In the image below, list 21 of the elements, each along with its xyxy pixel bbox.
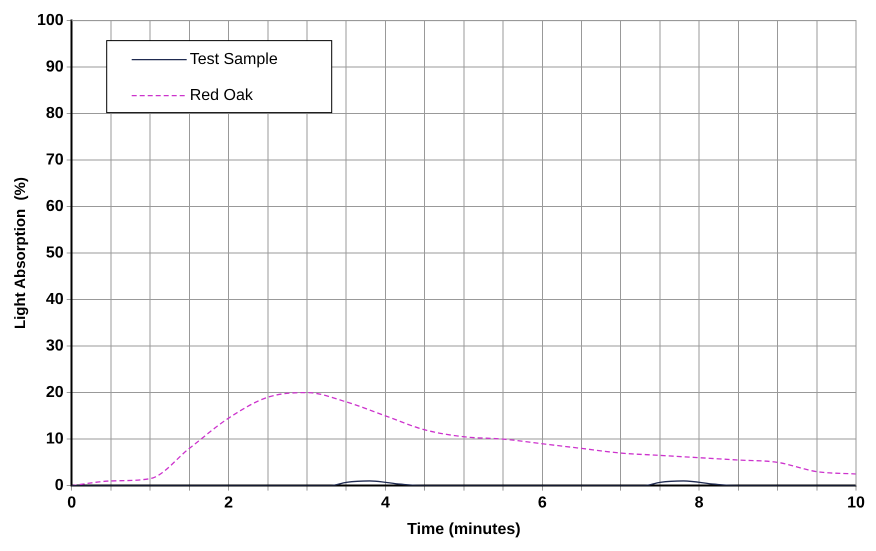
y-tick-label: 60 — [46, 198, 64, 216]
x-axis-title: Time (minutes) — [407, 520, 521, 538]
y-tick-label: 80 — [46, 105, 64, 122]
x-tick-label: 4 — [380, 494, 390, 512]
x-tick-label: 0 — [67, 494, 76, 512]
x-tick-label: 8 — [694, 494, 704, 512]
y-tick-label: 100 — [36, 12, 64, 30]
y-tick-label: 40 — [46, 291, 64, 308]
y-axis-title: Light Absorption (%) — [12, 177, 30, 330]
y-tick-label: 0 — [54, 477, 64, 494]
legend-label: Test Sample — [190, 51, 278, 68]
y-tick-label: 50 — [46, 244, 64, 262]
y-tick-label: 70 — [46, 152, 64, 169]
y-tick-label: 90 — [46, 58, 64, 76]
legend-label: Red Oak — [190, 87, 254, 104]
y-tick-label: 30 — [46, 338, 64, 355]
x-tick-label: 2 — [224, 494, 234, 512]
y-tick-label: 10 — [46, 430, 64, 448]
x-tick-label: 10 — [847, 494, 865, 512]
x-tick-label: 6 — [538, 494, 547, 512]
y-tick-label: 20 — [46, 384, 64, 402]
